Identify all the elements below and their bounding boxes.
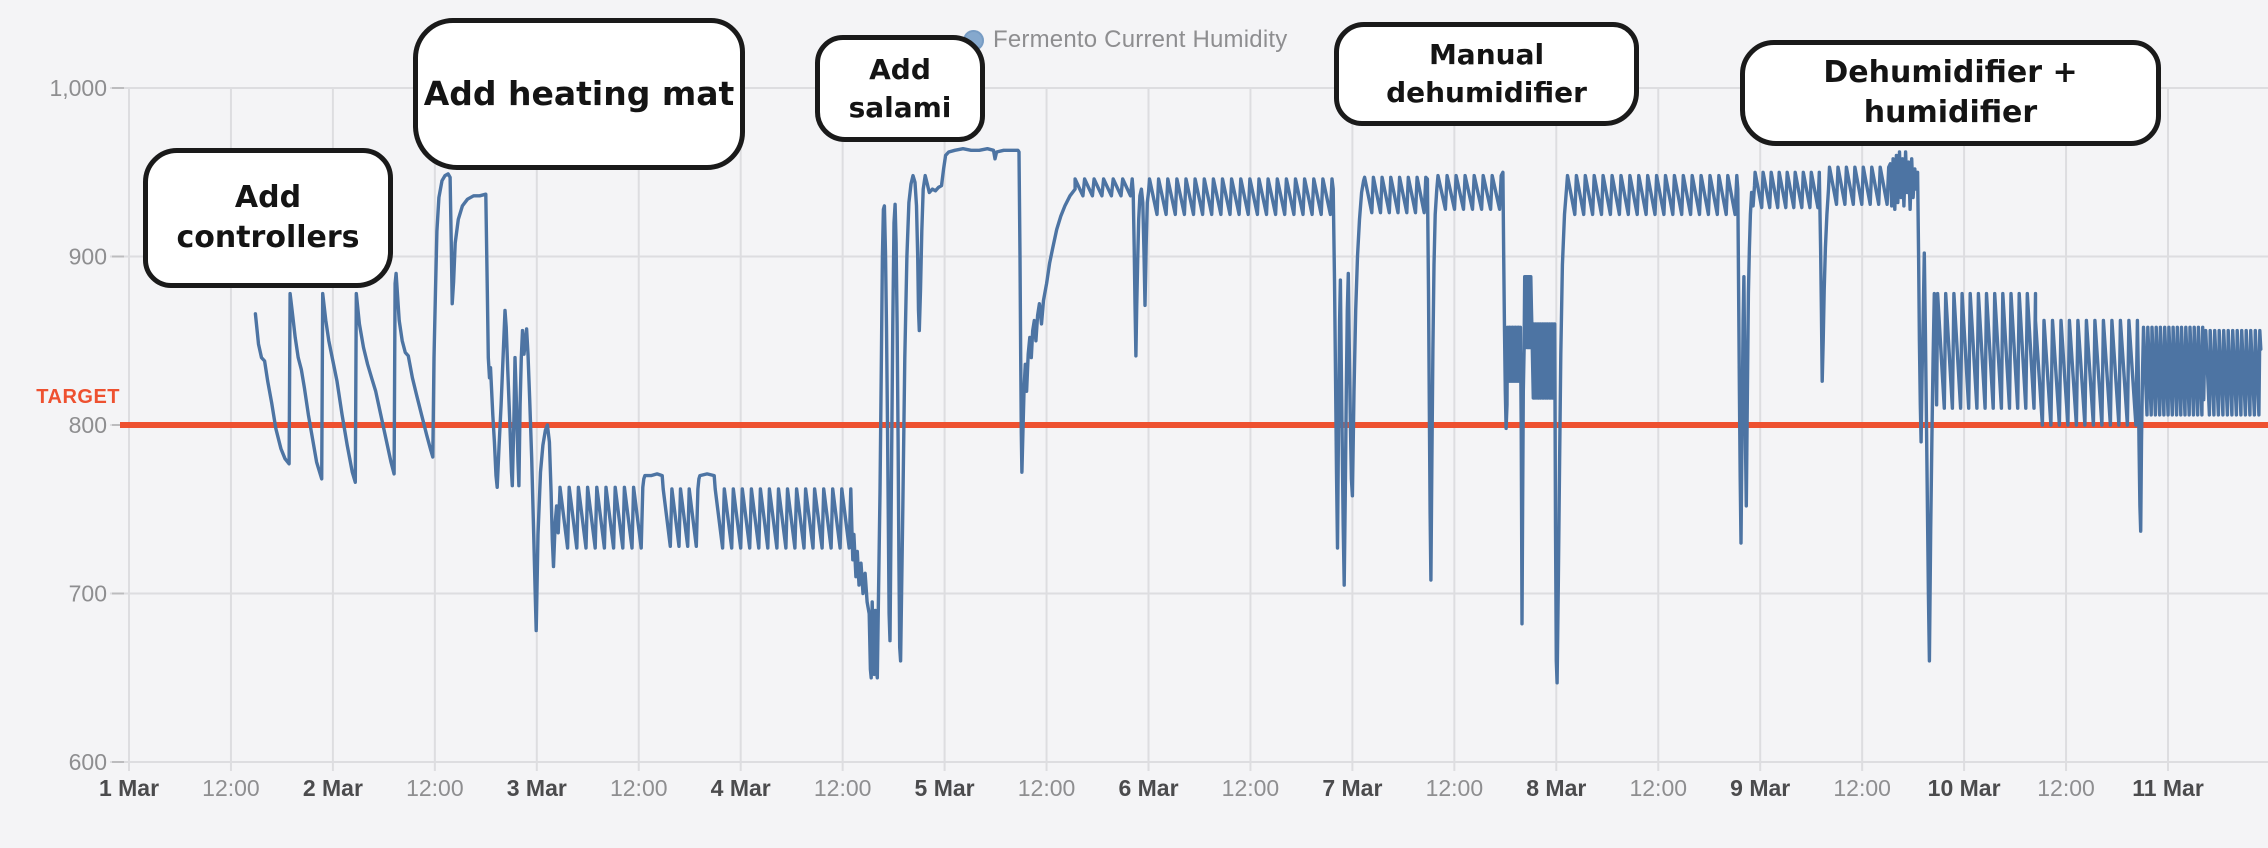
legend-series-label: Fermento Current Humidity [993,26,1288,53]
x-axis-label: 12:00 [1426,775,1484,801]
x-axis-label: 3 Mar [507,775,567,801]
x-axis-label: 6 Mar [1118,775,1178,801]
target-line-label: TARGET [36,386,120,408]
x-axis-label: 1 Mar [99,775,159,801]
annotation-add-salami-line1: Add [869,52,931,86]
annotation-add-controllers-line1: Add [234,179,302,215]
annotation-add-controllers: Add controllers [143,148,393,288]
annotation-add-heating-mat: Add heating mat [413,18,745,170]
x-axis-label: 9 Mar [1730,775,1790,801]
y-axis-label-700: 700 [69,581,107,607]
y-axis-label-900: 900 [69,244,107,270]
x-axis-label: 12:00 [406,775,464,801]
legend-item-fermento-current-humidity[interactable]: Fermento Current Humidity [963,26,1287,54]
annotation-manual-dehumidifier: Manual dehumidifier [1334,22,1639,126]
x-axis-label: 12:00 [610,775,668,801]
y-axis-label-800: 800 [69,412,107,438]
y-axis-label-1000: 1,000 [49,75,107,101]
x-axis-label: 12:00 [1833,775,1891,801]
annotation-add-salami-line2: salami [848,90,952,124]
x-axis-label: 2 Mar [303,775,363,801]
x-axis-label: 11 Mar [2132,775,2204,801]
x-axis-label: 8 Mar [1526,775,1586,801]
annotation-dehumidifier-plus-humidifier-line1: Dehumidifier + [1823,54,2078,90]
annotation-add-salami: Add salami [815,35,985,142]
annotation-add-controllers-line2: controllers [176,220,360,255]
x-axis-label: 12:00 [1629,775,1687,801]
x-axis-label: 12:00 [2037,775,2095,801]
x-axis-label: 5 Mar [915,775,975,801]
humidity-series-line[interactable] [253,147,2263,685]
x-axis-label: 7 Mar [1322,775,1382,801]
x-axis-label: 12:00 [1018,775,1076,801]
annotation-manual-dehumidifier-line1: Manual [1428,38,1545,72]
annotation-dehumidifier-plus-humidifier: Dehumidifier + humidifier [1740,40,2161,146]
x-axis-label: 12:00 [1222,775,1280,801]
annotation-dehumidifier-plus-humidifier-line2: humidifier [1863,95,2038,130]
x-axis-label: 12:00 [814,775,872,801]
x-axis-label: 4 Mar [711,775,771,801]
x-axis-label: 12:00 [202,775,260,801]
annotation-add-heating-mat-line1: Add heating mat [423,73,735,113]
annotation-manual-dehumidifier-line2: dehumidifier [1386,76,1587,109]
y-axis-label-600: 600 [69,749,107,775]
x-axis-label: 10 Mar [1928,775,2001,801]
